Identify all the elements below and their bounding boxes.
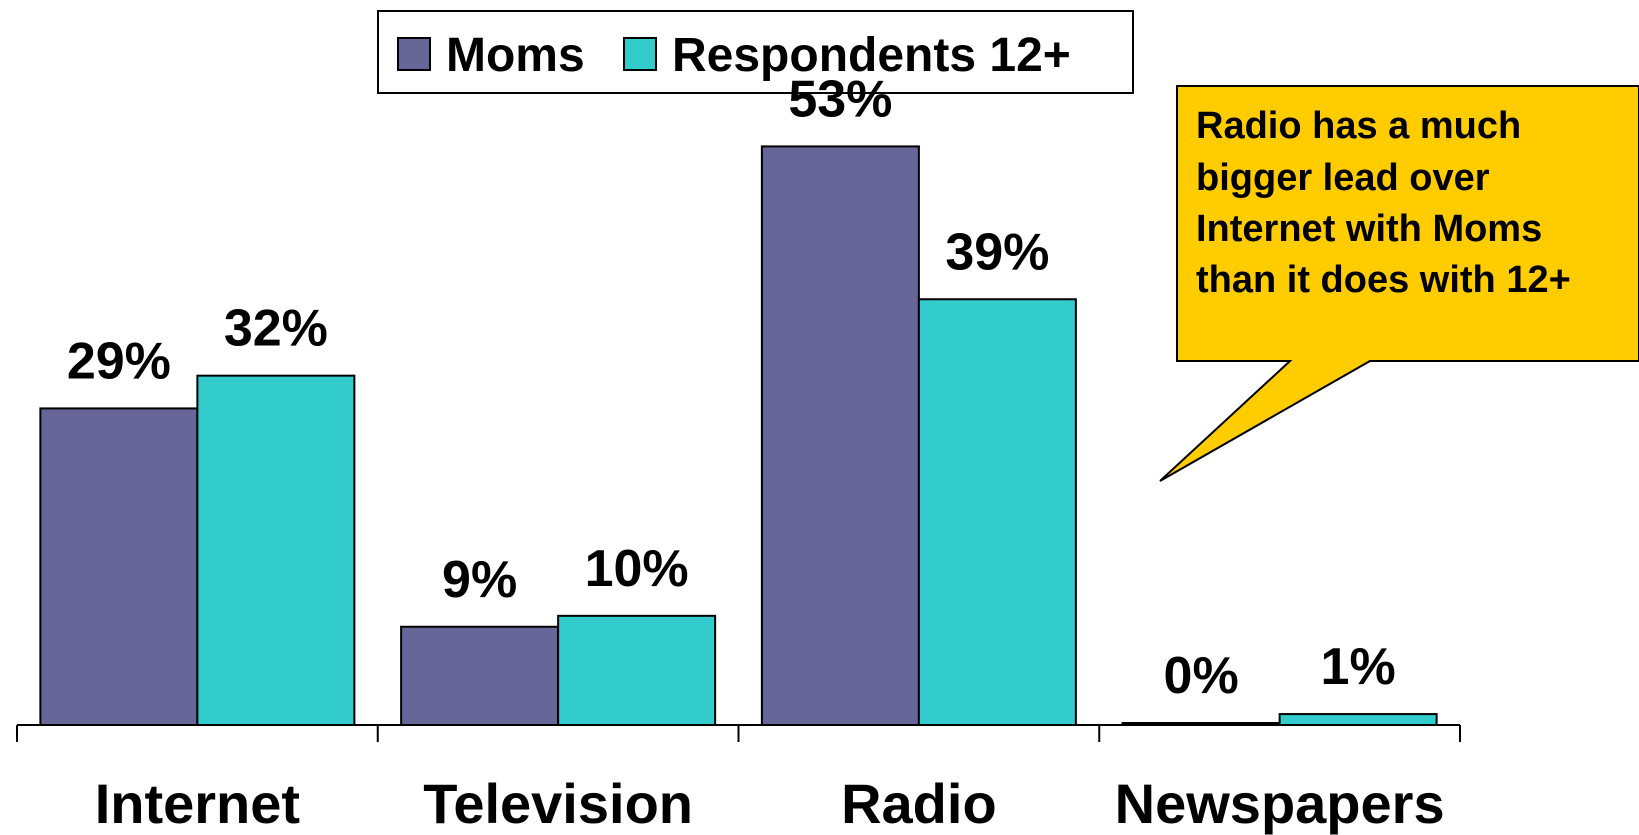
category-label-radio: Radio (841, 772, 997, 835)
bar-newspapers-respondents-12 (1278, 713, 1438, 726)
data-label-newspapers-moms: 0% (1164, 647, 1239, 705)
callout-line-1: Radio has a much (1196, 105, 1521, 147)
callout-line-4: than it does with 12+ (1196, 259, 1571, 301)
data-label-internet-respondents-12: 32% (224, 300, 328, 358)
callout-line-2: bigger lead over (1196, 157, 1490, 199)
legend-label-moms: Moms (446, 29, 585, 82)
data-label-internet-moms: 29% (67, 332, 171, 390)
legend-swatch-moms (397, 37, 431, 71)
category-label-television: Television (423, 772, 693, 835)
category-label-internet: Internet (95, 772, 300, 835)
legend: Moms Respondents 12+ (377, 10, 1134, 94)
annotation-callout: Radio has a much bigger lead over Intern… (1159, 85, 1639, 482)
legend-swatch-respondents (623, 37, 657, 71)
category-label-newspapers: Newspapers (1115, 772, 1445, 835)
callout-bubble (1159, 85, 1639, 482)
data-label-newspapers-respondents-12: 1% (1321, 638, 1396, 696)
data-label-television-respondents-12: 10% (585, 540, 689, 598)
bar-radio-moms (760, 145, 920, 726)
bar-television-respondents-12 (557, 614, 717, 726)
bar-internet-respondents-12 (196, 374, 356, 726)
legend-box (377, 10, 1134, 94)
bar-radio-respondents-12 (917, 298, 1077, 726)
callout-line-3: Internet with Moms (1196, 208, 1542, 250)
bar-internet-moms (39, 407, 199, 726)
data-label-radio-moms: 53% (788, 70, 892, 128)
legend-label-respondents: Respondents 12+ (672, 29, 1071, 82)
data-label-television-moms: 9% (442, 551, 517, 609)
data-label-radio-respondents-12: 39% (945, 223, 1049, 281)
plot-area: 29% 32% Internet 9% 10% Television 53% 39% Radio… (16, 70, 1461, 835)
bar-television-moms (400, 625, 560, 726)
